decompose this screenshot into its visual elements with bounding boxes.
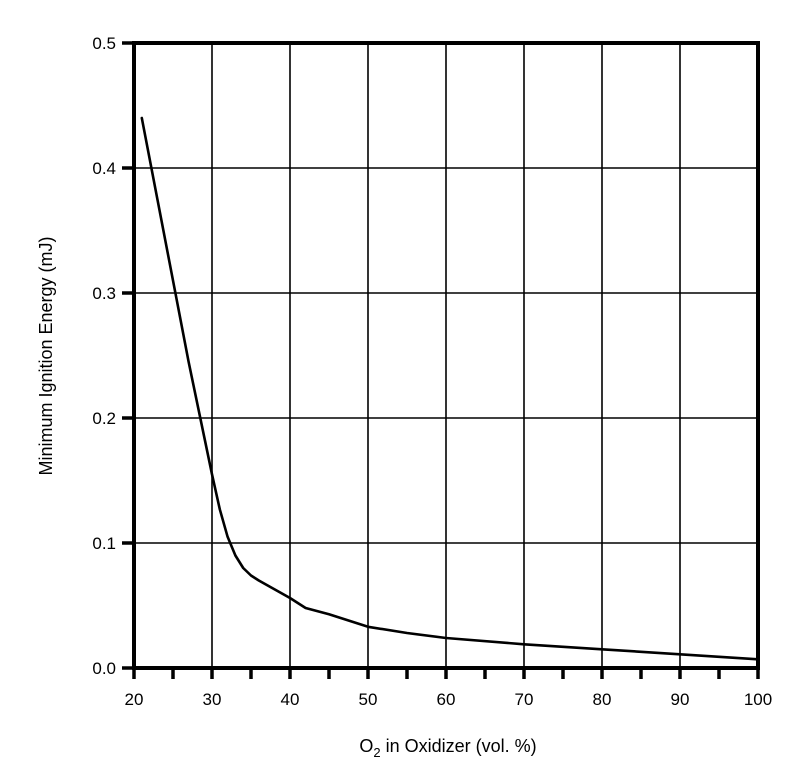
x-tick-label-3: 50 <box>359 690 378 709</box>
x-axis-title: O2 in Oxidizer (vol. %) <box>359 736 536 760</box>
x-tick-label-1: 30 <box>203 690 222 709</box>
x-tick-label-5: 70 <box>515 690 534 709</box>
y-axis-title: Minimum Ignition Energy (mJ) <box>36 236 56 475</box>
y-tick-label-2: 0.2 <box>92 409 116 428</box>
y-tick-label-5: 0.5 <box>92 34 116 53</box>
x-tick-label-0: 20 <box>125 690 144 709</box>
axis-ticks <box>122 41 760 679</box>
grid-lines <box>134 43 758 668</box>
x-tick-label-2: 40 <box>281 690 300 709</box>
x-axis-title-prefix: O <box>359 736 373 756</box>
y-tick-label-4: 0.4 <box>92 159 116 178</box>
series-layer <box>140 116 760 661</box>
series-line-0 <box>140 116 760 661</box>
x-axis-title-suffix: in Oxidizer (vol. %) <box>381 736 537 756</box>
y-tick-label-0: 0.0 <box>92 659 116 678</box>
x-tick-label-7: 90 <box>671 690 690 709</box>
tick-labels: 0.0 0.1 0.2 0.3 0.4 0.5 20 30 40 50 60 70 80 90 100 <box>92 34 772 709</box>
y-tick-label-3: 0.3 <box>92 284 116 303</box>
x-tick-label-4: 60 <box>437 690 456 709</box>
x-axis-title-subscript: 2 <box>373 745 380 760</box>
y-tick-label-1: 0.1 <box>92 534 116 553</box>
x-tick-label-6: 80 <box>593 690 612 709</box>
x-tick-label-8: 100 <box>744 690 772 709</box>
